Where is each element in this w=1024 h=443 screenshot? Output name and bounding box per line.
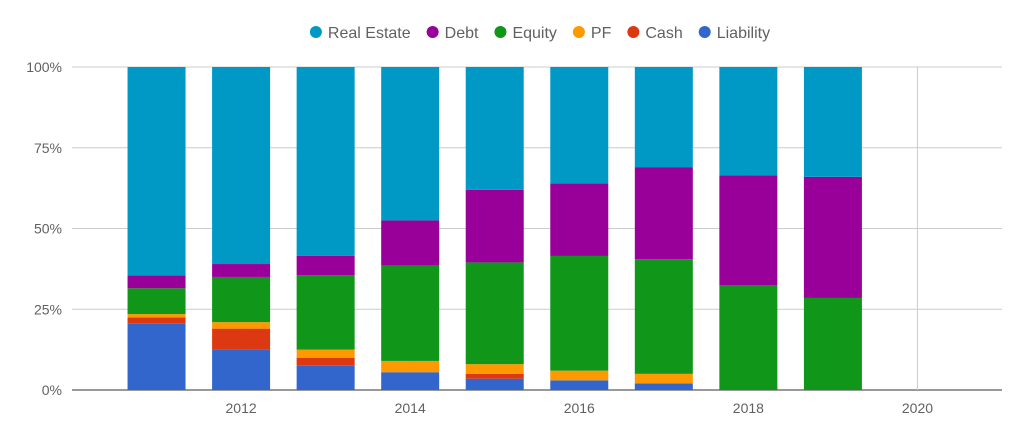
x-tick-label: 2016 xyxy=(564,400,595,416)
bar-segment-liability xyxy=(381,372,440,390)
bar-segment-equity xyxy=(719,285,778,390)
bar-stack-2016 xyxy=(550,67,609,390)
bar-segment-equity xyxy=(803,297,862,390)
bar-segment-debt xyxy=(296,255,355,276)
grid-lines xyxy=(72,66,1002,391)
legend-label: Equity xyxy=(512,25,556,42)
bar-segment-real-estate xyxy=(296,67,355,256)
bar-segment-pf xyxy=(212,322,271,329)
bar-segment-real-estate xyxy=(381,67,440,221)
legend-item-pf[interactable]: PF xyxy=(572,25,612,42)
legend-item-liability[interactable]: Liability xyxy=(698,25,770,42)
legend-swatch xyxy=(309,26,322,38)
bar-stack-2017 xyxy=(634,67,693,390)
bar-segment-debt xyxy=(719,175,778,286)
y-axis: 0% 25% 50% 75% 100% xyxy=(26,59,62,398)
x-tick-label: 2020 xyxy=(902,400,933,416)
bar-segment-pf xyxy=(634,373,693,384)
x-tick-label: 2012 xyxy=(226,400,257,416)
bar-stack-2018 xyxy=(719,67,778,390)
legend-item-cash[interactable]: Cash xyxy=(627,25,683,42)
bar-segment-equity xyxy=(634,259,693,374)
legend-label: Cash xyxy=(645,25,682,42)
bar-segment-liability xyxy=(296,365,355,390)
bar-segment-liability xyxy=(212,349,271,390)
bar-segment-debt xyxy=(465,189,524,263)
legend-label: PF xyxy=(591,25,612,42)
bar-stack-2014 xyxy=(381,67,440,390)
bar-segment-debt xyxy=(381,220,440,266)
legend-item-debt[interactable]: Debt xyxy=(426,25,479,42)
bar-segment-real-estate xyxy=(127,67,186,276)
bar-segment-debt xyxy=(634,167,693,260)
bar-segment-debt xyxy=(212,264,271,277)
bar-segment-pf xyxy=(127,314,186,318)
bars xyxy=(127,67,862,390)
bar-segment-cash xyxy=(127,317,186,324)
bar-segment-liability xyxy=(465,378,524,390)
bar-stack-2011 xyxy=(127,67,186,390)
bar-segment-liability xyxy=(127,323,186,390)
y-tick-label: 25% xyxy=(34,301,62,317)
bar-segment-real-estate xyxy=(550,67,609,184)
y-tick-label: 0% xyxy=(42,382,62,398)
bar-segment-liability xyxy=(634,383,693,390)
bar-segment-equity xyxy=(127,288,186,315)
legend: Real Estate Debt Equity PF Cash Liability xyxy=(309,25,770,42)
legend-item-real-estate[interactable]: Real Estate xyxy=(309,25,411,42)
bar-segment-pf xyxy=(296,349,355,358)
bar-segment-pf xyxy=(381,360,440,373)
x-tick-label: 2014 xyxy=(395,400,426,416)
bar-segment-liability xyxy=(550,380,609,390)
legend-swatch xyxy=(572,26,585,38)
bar-segment-real-estate xyxy=(803,67,862,177)
legend-swatch xyxy=(698,26,711,38)
bar-segment-equity xyxy=(296,275,355,350)
bar-segment-debt xyxy=(127,275,186,289)
bar-stack-2019 xyxy=(803,67,862,390)
bar-segment-real-estate xyxy=(465,67,524,190)
bar-segment-real-estate xyxy=(212,67,271,265)
bar-stack-2012 xyxy=(212,67,271,390)
x-axis: 2012 2014 2016 2018 2020 xyxy=(226,400,934,416)
x-tick-label: 2018 xyxy=(733,400,764,416)
bar-segment-real-estate xyxy=(634,67,693,168)
bar-segment-equity xyxy=(381,265,440,361)
legend-label: Real Estate xyxy=(328,25,411,42)
legend-swatch xyxy=(627,26,640,38)
bar-segment-debt xyxy=(550,183,609,256)
legend-swatch xyxy=(426,26,439,38)
legend-item-equity[interactable]: Equity xyxy=(494,25,557,42)
bar-segment-cash xyxy=(465,373,524,379)
bar-segment-pf xyxy=(465,364,524,374)
y-tick-label: 75% xyxy=(34,140,62,156)
bar-segment-real-estate xyxy=(719,67,778,176)
y-tick-label: 50% xyxy=(34,221,62,237)
bar-segment-equity xyxy=(465,262,524,365)
bar-segment-cash xyxy=(212,328,271,350)
legend-label: Debt xyxy=(445,25,479,42)
y-tick-label: 100% xyxy=(26,59,62,75)
bar-segment-equity xyxy=(212,276,271,323)
bar-segment-pf xyxy=(550,370,609,381)
bar-stack-2015 xyxy=(465,67,524,390)
legend-label: Liability xyxy=(717,25,770,42)
bar-segment-debt xyxy=(803,176,862,298)
bar-stack-2013 xyxy=(296,67,355,390)
legend-swatch xyxy=(494,26,507,38)
bar-segment-equity xyxy=(550,255,609,371)
bar-segment-cash xyxy=(296,357,355,366)
